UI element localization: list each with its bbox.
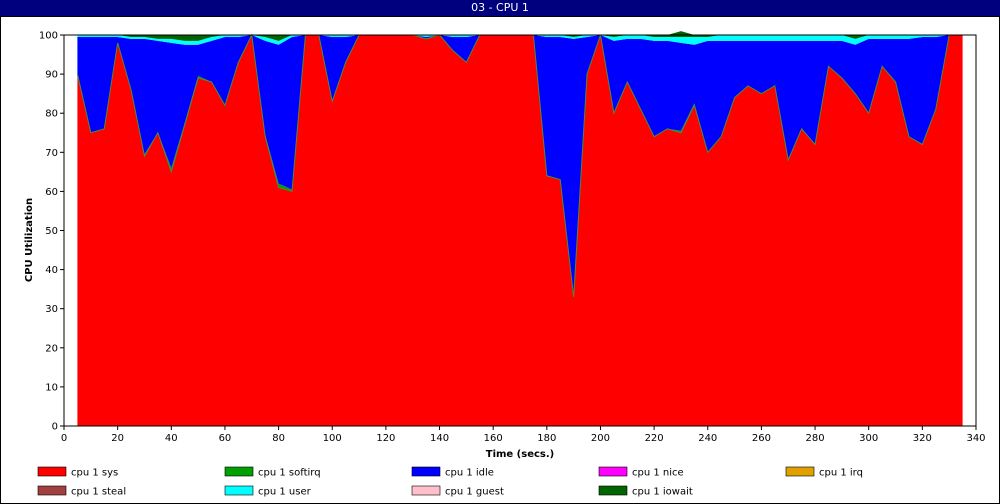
legend-item: cpu 1 iowait [598,485,693,498]
x-tick-label: 40 [165,433,178,444]
legend-label: cpu 1 sys [71,468,118,479]
x-tick-label: 320 [913,433,932,444]
legend: cpu 1 sys cpu 1 softirq cpu 1 idle cpu 1 ni… [37,466,863,498]
window-title-bar: 03 - CPU 1 [0,0,1000,16]
legend-label: cpu 1 softirq [258,468,321,479]
x-axis-title: Time (secs.) [486,449,555,460]
y-tick-label: 0 [52,422,58,433]
legend-label: cpu 1 user [258,487,312,498]
plot-areas [76,31,963,426]
legend-swatch [411,466,441,477]
legend-swatch [598,466,628,477]
legend-label: cpu 1 irq [819,468,863,479]
legend-label: cpu 1 idle [445,468,494,479]
x-tick-label: 100 [323,433,342,444]
y-tick-label: 80 [45,109,58,120]
legend-swatch [411,485,441,496]
series-area-cpu-1-sys [77,35,963,426]
legend-swatch [785,466,815,477]
x-tick-label: 20 [111,433,124,444]
y-tick-label: 10 [45,382,58,393]
legend-item: cpu 1 steal [37,485,126,498]
legend-item: cpu 1 guest [411,485,504,498]
axis-ticks: 0 20 40 60 80 100 120 140 160 180 200 220 240 260 280 3… [39,31,986,445]
x-tick-label: 140 [430,433,449,444]
x-tick-label: 260 [752,433,771,444]
legend-swatch [37,485,67,496]
y-tick-label: 40 [45,265,58,276]
legend-label: cpu 1 nice [632,468,684,479]
legend-item: cpu 1 sys [37,466,118,479]
x-tick-label: 60 [219,433,232,444]
x-tick-label: 120 [376,433,395,444]
legend-label: cpu 1 iowait [632,487,693,498]
legend-swatch [598,485,628,496]
series-area-cpu-1-idle [77,35,963,297]
y-axis-title: CPU Utilization [24,198,35,282]
legend-swatch [224,466,254,477]
series-area-cpu-1-user [77,35,963,45]
y-tick-label: 70 [45,148,58,159]
legend-label: cpu 1 steal [71,487,126,498]
y-tick-label: 50 [45,226,58,237]
y-tick-label: 30 [45,304,58,315]
window-title: 03 - CPU 1 [471,1,529,14]
y-tick-label: 20 [45,343,58,354]
x-tick-label: 340 [966,433,985,444]
legend-item: cpu 1 softirq [224,466,321,479]
legend-item: cpu 1 irq [785,466,863,479]
legend-item: cpu 1 idle [411,466,494,479]
legend-swatch [37,466,67,477]
x-tick-label: 220 [645,433,664,444]
y-tick-label: 100 [39,31,58,42]
x-tick-label: 180 [537,433,556,444]
x-tick-label: 240 [698,433,717,444]
y-tick-label: 90 [45,70,58,81]
x-tick-label: 80 [272,433,285,444]
legend-item: cpu 1 nice [598,466,684,479]
x-tick-label: 160 [484,433,503,444]
x-tick-label: 300 [859,433,878,444]
y-tick-label: 60 [45,187,58,198]
legend-label: cpu 1 guest [445,487,504,498]
legend-item: cpu 1 user [224,485,312,498]
x-tick-label: 0 [61,433,67,444]
x-tick-label: 280 [806,433,825,444]
x-tick-label: 200 [591,433,610,444]
legend-swatch [224,485,254,496]
